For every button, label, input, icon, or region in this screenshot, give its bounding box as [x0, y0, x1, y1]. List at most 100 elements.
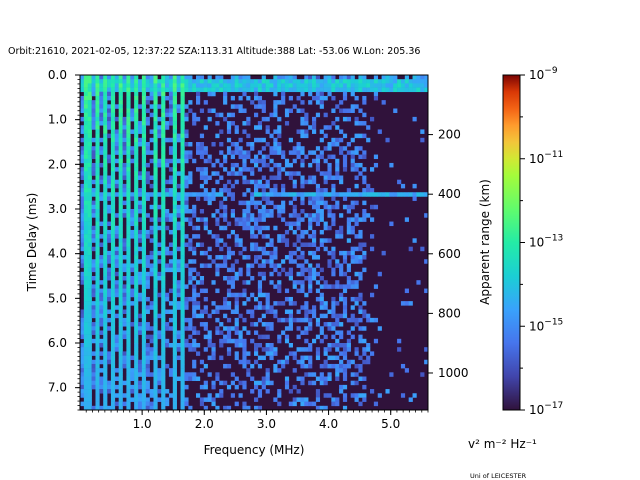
heatmap-cell: [358, 154, 363, 160]
heatmap-cell: [192, 343, 197, 348]
heatmap-cell: [130, 301, 135, 306]
heatmap-cell: [226, 146, 232, 151]
heatmap-cell: [95, 146, 100, 151]
heatmap-cell: [114, 280, 119, 285]
heatmap-cell: [95, 401, 100, 407]
heatmap-cell: [134, 280, 139, 285]
heatmap-cell: [141, 150, 147, 155]
heatmap-cell: [126, 200, 131, 206]
heatmap-cell: [118, 229, 123, 235]
heatmap-cell: [211, 343, 216, 348]
heatmap-cell: [141, 326, 147, 331]
heatmap-cell: [118, 167, 123, 172]
heatmap-cell: [87, 137, 92, 143]
heatmap-cell: [149, 83, 154, 88]
heatmap-cell: [99, 108, 104, 113]
heatmap-cell: [242, 280, 247, 285]
heatmap-cell: [114, 255, 119, 260]
heatmap-cell: [196, 301, 201, 306]
heatmap-cell: [87, 116, 92, 122]
heatmap-cell: [230, 229, 235, 235]
x-tick-label: 4.0: [319, 417, 338, 431]
heatmap-cell: [87, 355, 92, 361]
heatmap-cell: [130, 389, 135, 394]
heatmap-cell: [335, 104, 340, 109]
heatmap-cell: [234, 217, 239, 222]
heatmap-cell: [145, 397, 150, 402]
heatmap-cell: [153, 204, 158, 210]
heatmap-cell: [184, 192, 189, 197]
heatmap-cell: [319, 405, 324, 411]
heatmap-cell: [188, 267, 193, 273]
heatmap-cell: [87, 129, 92, 134]
heatmap-cell: [118, 162, 123, 168]
heatmap-cell: [188, 259, 193, 264]
heatmap-cell: [114, 133, 119, 139]
heatmap-cell: [99, 280, 104, 285]
heatmap-cell: [141, 137, 147, 143]
heatmap-cell: [331, 217, 336, 222]
heatmap-cell: [80, 75, 85, 80]
heatmap-cell: [254, 359, 259, 365]
heatmap-cell: [346, 317, 351, 323]
heatmap-cell: [215, 121, 220, 126]
heatmap-cell: [381, 83, 386, 88]
heatmap-cell: [284, 355, 290, 361]
heatmap-cell: [346, 343, 351, 348]
heatmap-cell: [161, 121, 166, 126]
heatmap-cell: [277, 393, 282, 398]
heatmap-cell: [226, 317, 232, 323]
heatmap-cell: [319, 104, 324, 109]
heatmap-cell: [254, 322, 259, 327]
heatmap-cell: [122, 150, 127, 155]
heatmap-cell: [157, 125, 162, 130]
right-tick-label: 400: [438, 187, 461, 201]
heatmap-cell: [118, 116, 123, 122]
heatmap-cell: [226, 79, 232, 84]
heatmap-cell: [362, 83, 367, 88]
heatmap-cell: [110, 322, 116, 327]
heatmap-cell: [234, 401, 239, 407]
heatmap-cell: [103, 397, 108, 402]
heatmap-cell: [165, 250, 170, 256]
heatmap-cell: [242, 317, 247, 323]
heatmap-cell: [114, 376, 119, 381]
heatmap-cell: [138, 313, 143, 319]
heatmap-cell: [153, 142, 158, 147]
heatmap-cell: [250, 225, 255, 231]
heatmap-cell: [153, 121, 158, 126]
heatmap-cell: [184, 401, 189, 407]
heatmap-cell: [300, 91, 305, 97]
heatmap-cell: [95, 296, 100, 302]
heatmap-cell: [203, 79, 208, 84]
heatmap-cell: [126, 95, 131, 101]
heatmap-cell: [362, 255, 367, 260]
heatmap-cell: [300, 87, 305, 93]
heatmap-cell: [83, 133, 89, 139]
heatmap-cell: [277, 75, 282, 80]
heatmap-cell: [180, 301, 185, 306]
heatmap-cell: [168, 121, 174, 126]
heatmap-cell: [165, 397, 170, 402]
heatmap-cell: [134, 225, 139, 231]
heatmap-cell: [87, 380, 92, 386]
heatmap-cell: [83, 317, 89, 323]
heatmap-cell: [312, 158, 317, 164]
heatmap-cell: [153, 250, 158, 256]
heatmap-cell: [254, 79, 259, 84]
heatmap-cell: [149, 271, 154, 277]
heatmap-cell: [300, 162, 305, 168]
heatmap-cell: [87, 112, 92, 118]
heatmap-cell: [180, 142, 185, 147]
heatmap-cell: [134, 267, 139, 273]
heatmap-cell: [126, 263, 131, 268]
heatmap-cell: [168, 100, 174, 105]
heatmap-cell: [83, 129, 89, 134]
heatmap-cell: [265, 87, 270, 93]
heatmap-cell: [327, 87, 332, 93]
heatmap-cell: [110, 280, 116, 285]
heatmap-cell: [80, 104, 85, 109]
heatmap-cell: [110, 104, 116, 109]
heatmap-cell: [327, 175, 332, 180]
heatmap-cell: [226, 330, 232, 335]
